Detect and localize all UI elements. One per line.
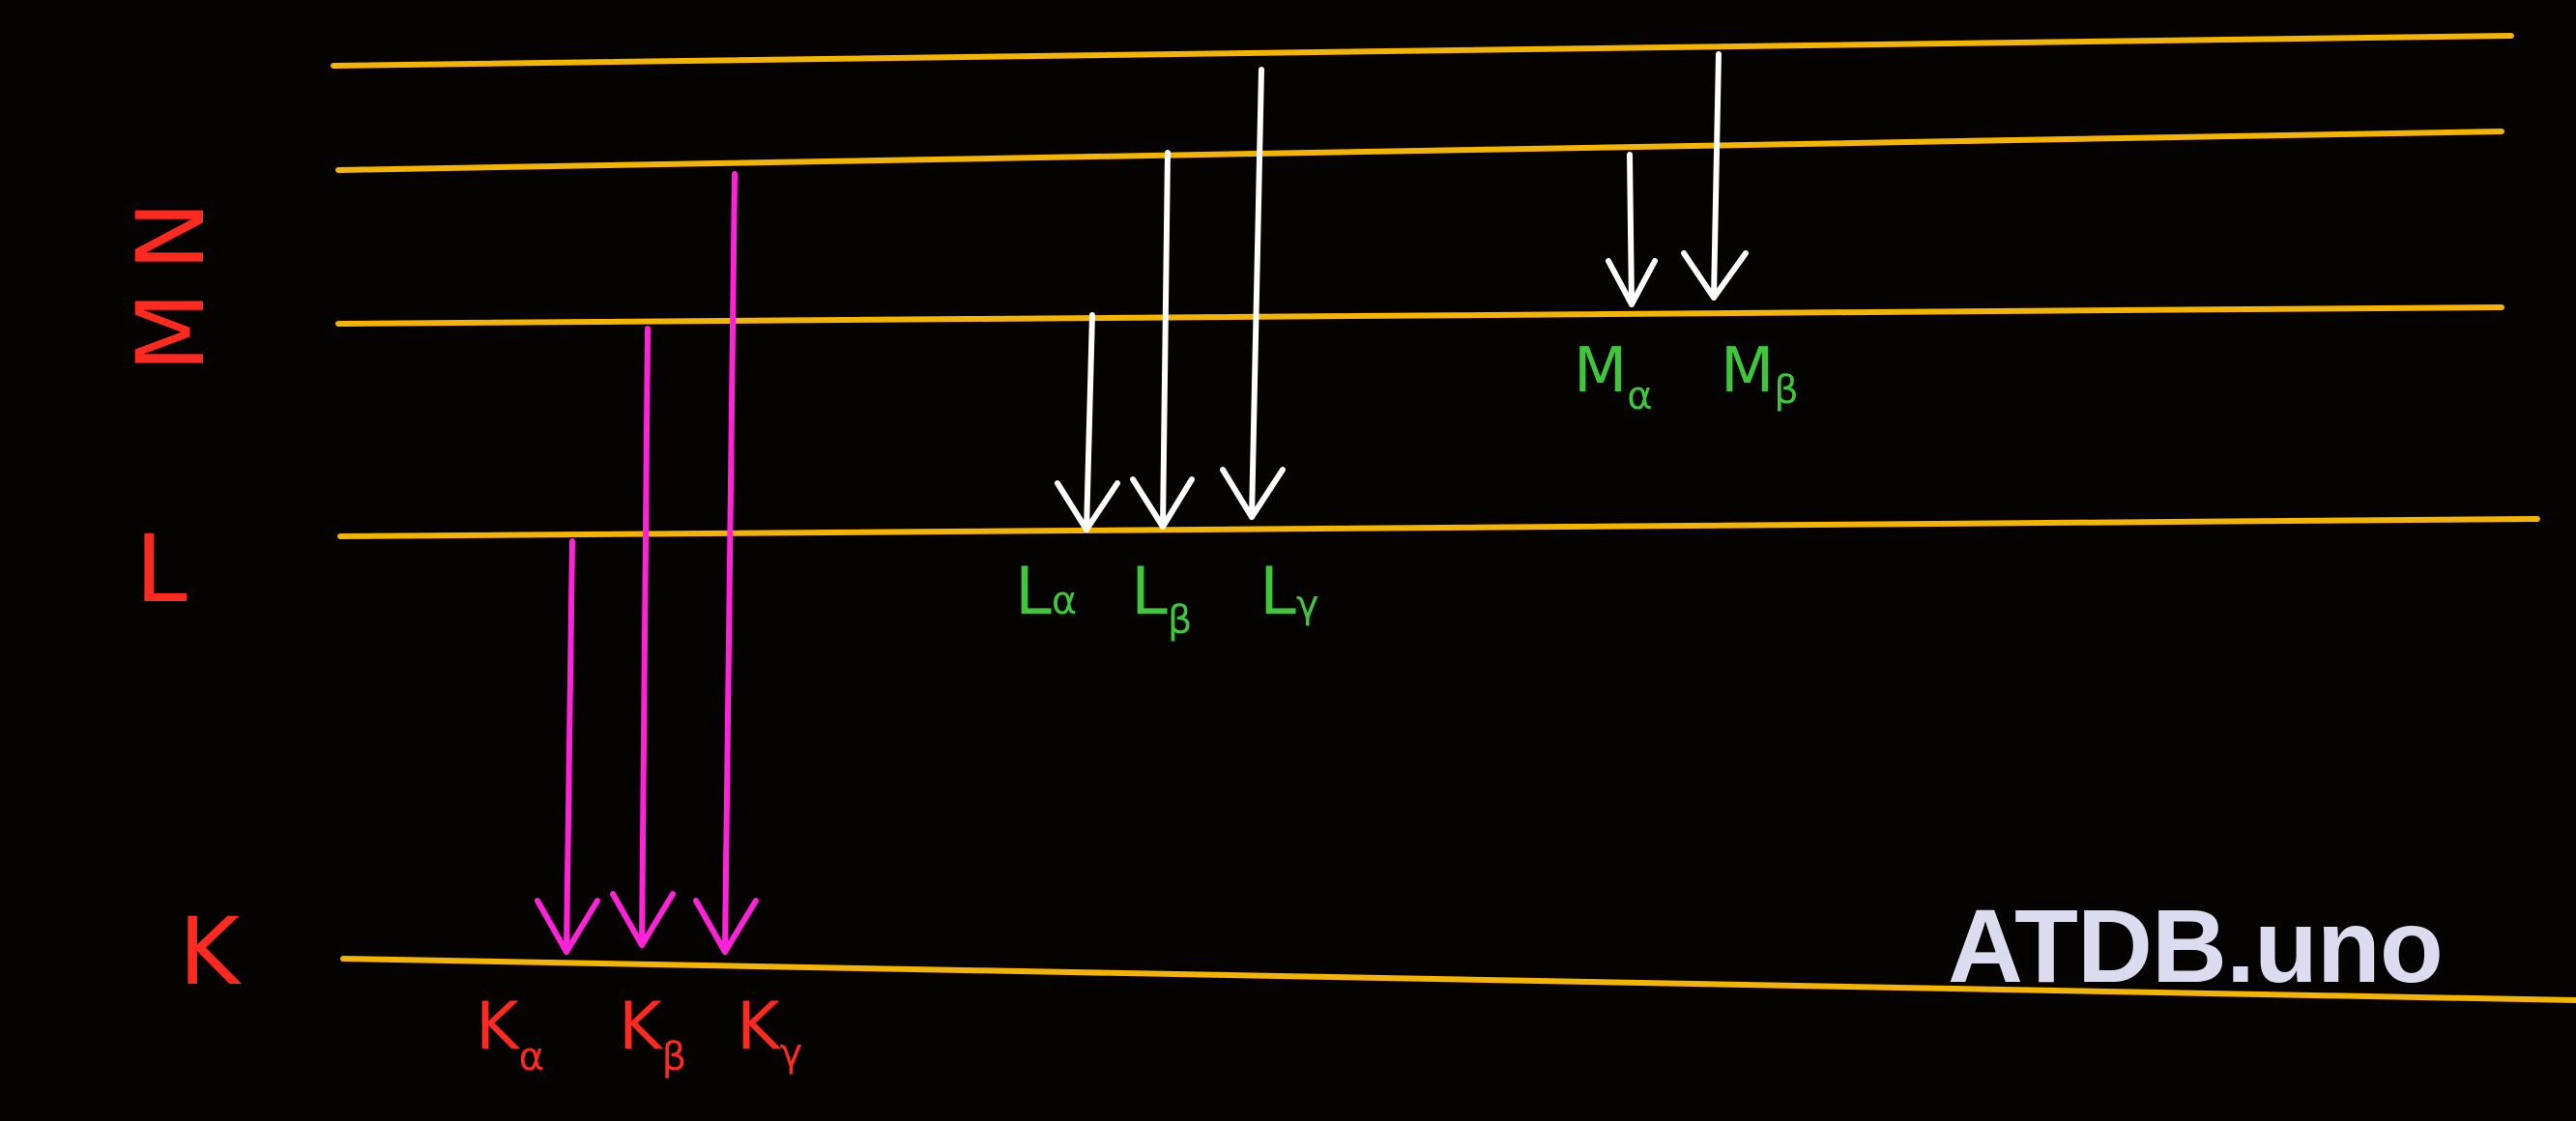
l-gamma-arrow (1220, 67, 1286, 520)
m-alpha-label: Mα (1574, 335, 1653, 418)
m-beta-arrow (1681, 51, 1749, 301)
l-beta-label: Lβ (1131, 554, 1192, 643)
level-line-top (331, 33, 2514, 69)
shell-label-k: K (179, 898, 242, 1006)
shell-label-l: L (135, 515, 187, 623)
l-alpha-label: Lα (1015, 554, 1077, 630)
l-beta-arrow (1130, 150, 1195, 530)
level-line-k (340, 956, 2576, 1003)
shell-label-m: M (117, 292, 225, 372)
l-series-labels: Lα Lβ Lγ (1015, 554, 1319, 643)
shell-labels: K L M N (117, 201, 242, 1006)
m-alpha-arrow (1606, 152, 1658, 307)
k-alpha-arrow (535, 538, 600, 955)
k-series-labels: Kα Kβ Kγ (476, 989, 802, 1079)
k-gamma-label: Kγ (737, 989, 802, 1076)
watermark-logo: ATDB.uno (1948, 887, 2444, 1004)
k-beta-arrow (610, 326, 676, 948)
m-series-arrows (1606, 51, 1749, 307)
level-line-n (335, 129, 2504, 173)
k-gamma-arrow (693, 171, 759, 955)
m-series-labels: Mα Mβ (1574, 335, 1799, 418)
k-beta-label: Kβ (619, 989, 686, 1079)
energy-levels (331, 33, 2576, 1003)
k-alpha-label: Kα (476, 989, 544, 1079)
l-gamma-label: Lγ (1259, 554, 1319, 630)
level-line-l (337, 516, 2540, 539)
shell-label-n: N (117, 201, 225, 271)
l-alpha-arrow (1055, 312, 1120, 532)
m-beta-label: Mβ (1721, 335, 1799, 413)
level-line-m (335, 304, 2504, 327)
k-series-arrows (535, 171, 759, 955)
l-series-arrows (1055, 67, 1286, 532)
